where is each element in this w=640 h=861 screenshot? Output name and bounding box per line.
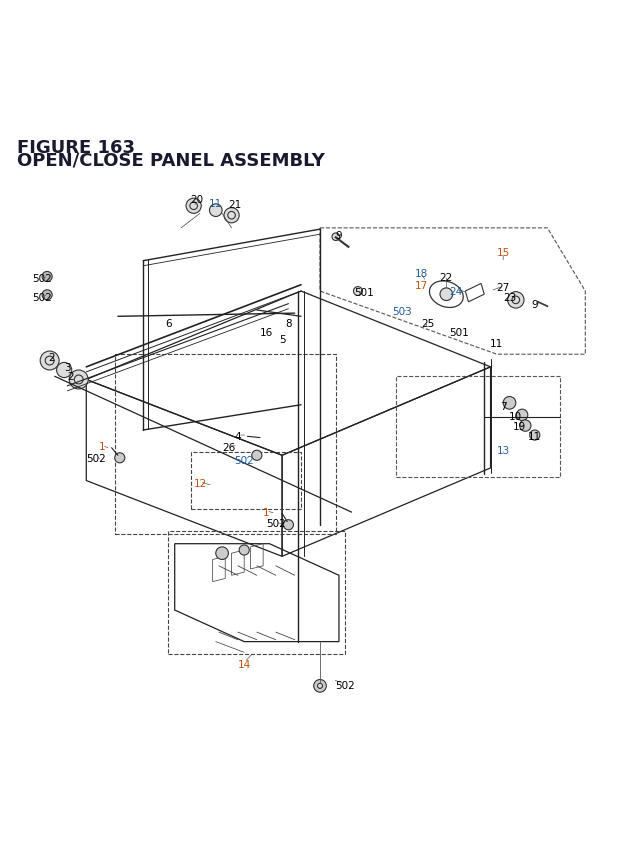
Circle shape [440,288,452,301]
Text: 19: 19 [513,422,525,431]
Text: OPEN/CLOSE PANEL ASSEMBLY: OPEN/CLOSE PANEL ASSEMBLY [17,152,324,170]
Circle shape [216,548,228,560]
Text: 502: 502 [32,293,52,303]
Circle shape [516,410,528,421]
Text: 15: 15 [497,248,510,257]
Text: 24: 24 [449,287,463,297]
Text: 502: 502 [335,680,355,691]
Text: 18: 18 [415,269,428,279]
Text: 502: 502 [86,453,106,463]
Text: 3: 3 [64,362,70,373]
Text: 20: 20 [190,195,204,205]
Text: 7: 7 [500,401,506,412]
Circle shape [317,684,323,689]
Text: 1: 1 [263,507,269,517]
Circle shape [284,520,294,530]
Text: 10: 10 [509,412,522,422]
Text: 11: 11 [209,198,223,208]
Circle shape [314,679,326,692]
Text: 502: 502 [32,274,52,284]
Text: 6: 6 [165,319,172,328]
Circle shape [40,351,59,370]
Circle shape [228,212,236,220]
Circle shape [508,293,524,309]
Circle shape [190,202,198,210]
Text: 23: 23 [503,293,516,303]
Circle shape [520,420,531,431]
Text: 501: 501 [449,328,469,338]
Text: 16: 16 [260,328,273,338]
Text: 12: 12 [193,479,207,488]
Text: 13: 13 [497,446,510,455]
Text: FIGURE 163: FIGURE 163 [17,139,135,157]
Text: 14: 14 [237,659,251,669]
Text: 502: 502 [234,455,254,466]
Text: 11: 11 [528,432,541,442]
Circle shape [224,208,239,224]
Circle shape [74,375,83,385]
Text: 17: 17 [415,281,428,290]
Circle shape [115,453,125,463]
Text: 25: 25 [420,319,434,328]
Text: 503: 503 [392,307,412,317]
Circle shape [42,272,52,282]
Text: 26: 26 [222,443,235,453]
Circle shape [56,363,72,378]
Circle shape [239,545,249,555]
Text: 2: 2 [67,372,74,382]
Circle shape [252,450,262,461]
Text: 1: 1 [99,442,106,452]
Text: 5: 5 [279,335,285,344]
Text: 9: 9 [335,231,342,241]
Circle shape [332,233,340,241]
Text: 4: 4 [235,432,241,442]
Text: 21: 21 [228,200,241,209]
Circle shape [353,288,362,296]
Text: 2: 2 [48,353,55,363]
Circle shape [186,199,201,214]
Text: 501: 501 [355,288,374,298]
Circle shape [69,370,88,389]
Circle shape [209,205,222,217]
Text: 502: 502 [266,519,285,529]
Circle shape [530,430,540,441]
Circle shape [42,290,52,300]
Text: 8: 8 [285,319,292,328]
Circle shape [512,297,520,304]
Text: 11: 11 [490,338,504,349]
Circle shape [45,356,54,366]
Text: 27: 27 [497,283,510,293]
Text: 9: 9 [531,300,538,309]
Text: 22: 22 [440,273,453,282]
Circle shape [503,397,516,410]
